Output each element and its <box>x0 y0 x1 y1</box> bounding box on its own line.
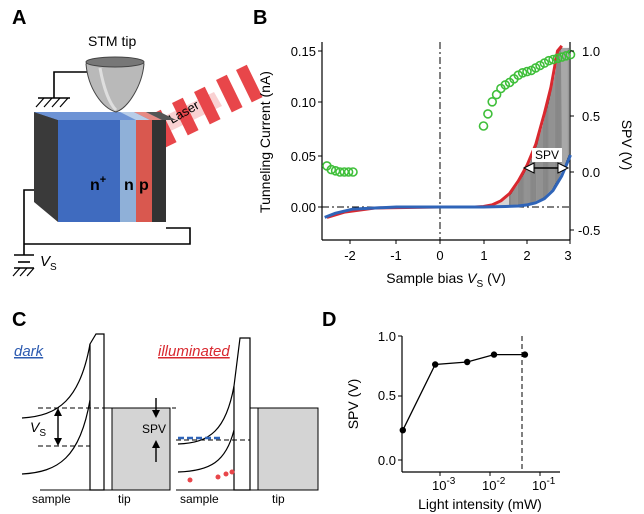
spv-annotation: SPV <box>535 148 559 162</box>
b-xticks: -2 -1 0 1 2 3 <box>344 248 571 263</box>
stm-tip-highlight <box>98 67 118 112</box>
spv-point <box>487 97 498 107</box>
illuminated-band-diagram <box>176 337 319 491</box>
ground-hatch <box>43 97 53 108</box>
panel-a-letter: A <box>12 7 26 29</box>
b-xlabel: Sample bias VS (V) <box>386 270 506 290</box>
d-ytick: 0.0 <box>378 453 396 468</box>
b-curves <box>322 44 576 219</box>
tip-label-illuminated: tip <box>272 492 285 506</box>
vs-label-a: VS <box>40 253 57 273</box>
d-series-line <box>402 353 525 431</box>
spv-point <box>548 54 558 65</box>
vs-label-c: VS <box>30 419 46 439</box>
panel-c-letter: C <box>12 309 26 331</box>
b-ytick: 0.05 <box>291 149 316 164</box>
b-ytick-right: -0.5 <box>578 223 600 238</box>
stm-tip-top <box>85 56 145 68</box>
ground-hatch <box>26 267 35 277</box>
d-point <box>490 351 498 358</box>
b-ytick: 0.10 <box>291 95 316 110</box>
tip-label-dark: tip <box>118 492 131 506</box>
panel-b-letter: B <box>253 7 267 29</box>
d-ytick: 0.5 <box>378 388 396 403</box>
spv-point <box>348 167 358 177</box>
panel-c: C dark illuminated VS sample tip <box>12 309 319 506</box>
panel-d-letter: D <box>322 309 336 331</box>
d-yticks: 1.0 0.5 0.0 <box>378 329 396 468</box>
sample-label-dark: sample <box>32 492 71 506</box>
sample-block <box>34 112 176 222</box>
b-xtick-marks <box>349 240 571 244</box>
d-ytick-marks <box>398 335 541 476</box>
spv-point <box>343 167 354 177</box>
d-point <box>432 361 439 368</box>
d-xtick: 10-2 <box>482 476 506 493</box>
spv-point <box>483 109 493 119</box>
d-plot <box>399 351 529 434</box>
b-yticks-left: 0.00 0.05 0.10 0.15 <box>291 44 316 215</box>
spv-point <box>552 53 563 64</box>
ground-hatch <box>51 97 61 108</box>
d-xlabel: Light intensity (mW) <box>418 496 542 512</box>
spv-label-bg <box>532 148 562 162</box>
ground-hatch <box>12 267 21 277</box>
b-xtick: -1 <box>390 248 402 263</box>
spv-arrow-right <box>557 162 570 174</box>
dark-band-diagram <box>21 333 171 491</box>
b-xtick: 1 <box>480 248 487 263</box>
spv-point <box>556 52 567 62</box>
spv-fill-region <box>479 46 569 207</box>
d-xticks: 10-3 10-2 10-1 <box>432 476 556 493</box>
spv-point <box>543 55 554 66</box>
b-ylabel-left: Tunneling Current (nA) <box>257 71 273 213</box>
illuminated-label: illuminated <box>158 343 230 360</box>
spv-point <box>330 166 341 176</box>
b-yticks-right: -0.5 0.0 0.5 1.0 <box>578 44 600 238</box>
spv-point <box>522 66 532 77</box>
d-xtick: 10-3 <box>432 476 456 493</box>
tip-wire <box>53 71 98 98</box>
b-ylabel-right: SPV (V) <box>619 120 635 171</box>
d-xtick: 10-1 <box>532 476 556 493</box>
spv-arrow-left <box>522 162 535 174</box>
ground-hatch <box>19 267 28 277</box>
dark-label: dark <box>14 343 45 360</box>
p-label: p <box>139 177 149 194</box>
b-ytick: 0.00 <box>291 200 316 215</box>
b-xtick: 2 <box>523 248 530 263</box>
n-plus-label: n+ <box>90 174 106 194</box>
b-ytick-right: 1.0 <box>582 44 600 59</box>
sample-label-illuminated: sample <box>180 492 219 506</box>
spv-point <box>517 68 528 78</box>
d-ylabel: SPV (V) <box>345 379 361 430</box>
spv-point <box>478 121 489 131</box>
spv-point <box>326 164 337 175</box>
panel-d: D 1.0 0.5 0.0 10-3 10-2 10-1 SPV (V) Lig… <box>322 309 560 512</box>
illuminated-current-line <box>324 154 572 219</box>
n-label: n <box>124 177 134 194</box>
b-xtick: 3 <box>564 248 571 263</box>
spv-label-c: SPV <box>142 422 166 436</box>
d-point <box>399 427 406 434</box>
sample-wire-right <box>24 227 191 245</box>
panel-a: A VS Laser <box>12 7 263 277</box>
ground-hatch <box>35 97 45 108</box>
b-ytick: 0.15 <box>291 44 316 59</box>
d-point <box>464 358 471 366</box>
b-xtick: -2 <box>344 248 356 263</box>
b-ytick-marks-right <box>570 50 574 231</box>
d-point <box>521 351 529 358</box>
ground-hatch <box>59 97 69 108</box>
d-ytick: 1.0 <box>378 329 396 344</box>
spv-marker <box>140 398 176 462</box>
spv-point <box>561 50 571 61</box>
b-ytick-marks-left <box>318 50 322 208</box>
b-ytick-right: 0.0 <box>582 165 600 180</box>
b-ytick-right: 0.5 <box>582 109 600 124</box>
b-xtick: 0 <box>436 248 443 263</box>
panel-b: B SPV -2 -1 0 1 2 3 0.00 <box>253 7 635 290</box>
stm-tip-label: STM tip <box>88 33 136 49</box>
